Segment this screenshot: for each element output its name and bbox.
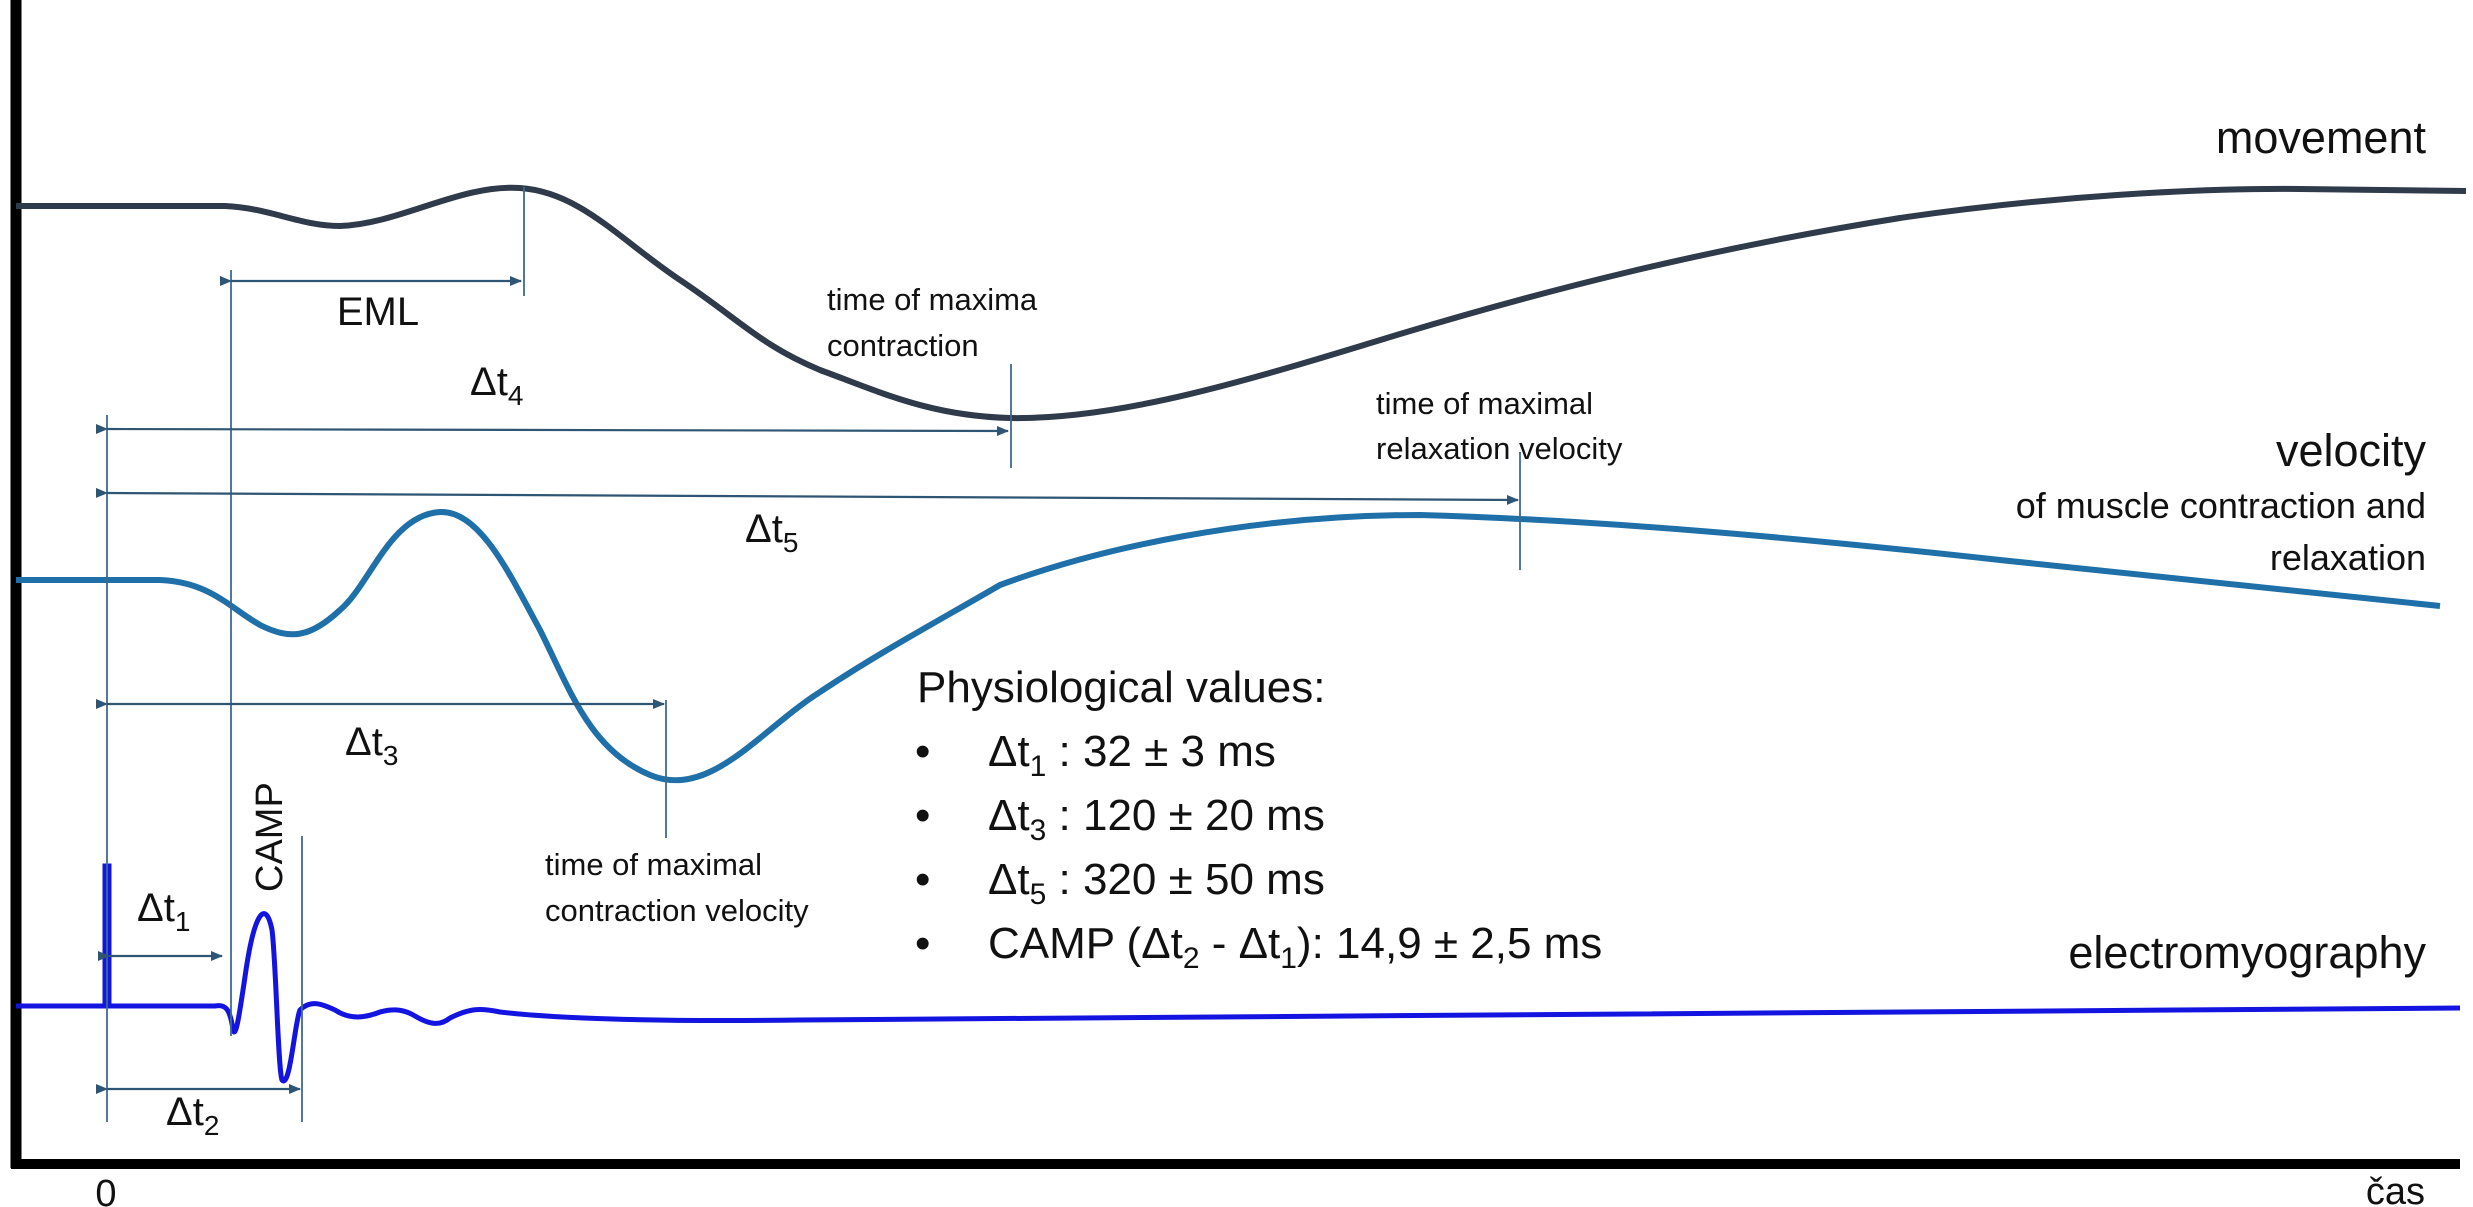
dt2-label: Δt2	[166, 1090, 219, 1141]
max-contr-vel-label-2: contraction velocity	[545, 893, 809, 928]
camp-label: CAMP	[249, 782, 291, 892]
phys-item-camp: CAMP (Δt2 - Δt1): 14,9 ± 2,5 ms	[988, 919, 1602, 975]
phys-bullet-3: •	[915, 855, 930, 904]
dt5-label: Δt5	[745, 507, 798, 558]
max-contraction-label-2: contraction	[827, 328, 979, 363]
dt4-label: Δt4	[470, 360, 523, 411]
phys-bullet-4: •	[915, 919, 930, 968]
dt5-arrow	[107, 493, 1518, 500]
max-relax-vel-label-1: time of maximal	[1376, 386, 1593, 421]
emg-label: electromyography	[2068, 927, 2426, 978]
phys-bullet-1: •	[915, 727, 930, 776]
phys-item-dt5: Δt5 : 320 ± 50 ms	[988, 855, 1325, 911]
dt4-arrow	[107, 429, 1008, 431]
velocity-sublabel-2: relaxation	[2270, 537, 2426, 578]
max-contr-vel-label-1: time of maximal	[545, 847, 762, 882]
velocity-label: velocity	[2276, 425, 2427, 476]
time-axis-label: čas	[2366, 1171, 2425, 1207]
phys-title: Physiological values:	[917, 663, 1325, 712]
eml-label: EML	[337, 290, 419, 334]
phys-bullet-2: •	[915, 791, 930, 840]
max-contraction-label-1: time of maxima	[827, 282, 1038, 317]
physiological-values: Physiological values: • Δt1 : 32 ± 3 ms …	[915, 663, 1602, 975]
phys-item-dt1: Δt1 : 32 ± 3 ms	[988, 727, 1276, 783]
movement-label: movement	[2216, 112, 2427, 163]
phys-item-dt3: Δt3 : 120 ± 20 ms	[988, 791, 1325, 847]
velocity-sublabel-1: of muscle contraction and	[2016, 485, 2426, 526]
dt1-label: Δt1	[137, 886, 190, 937]
max-relax-vel-label-2: relaxation velocity	[1376, 431, 1623, 466]
dt3-label: Δt3	[345, 720, 398, 771]
origin-label: 0	[95, 1173, 116, 1207]
